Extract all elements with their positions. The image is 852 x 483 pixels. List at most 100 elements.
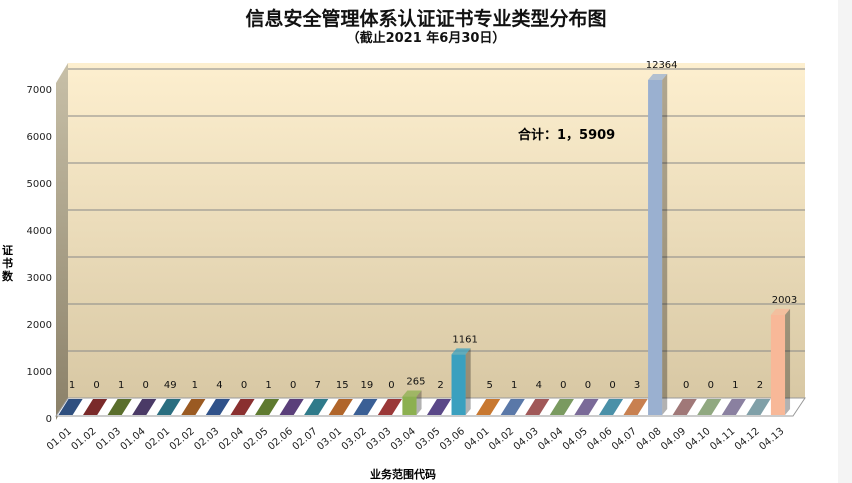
x-tick-label: 04.03 — [512, 426, 541, 453]
y-tick-label: 4000 — [27, 226, 52, 237]
y-tick-label: 2000 — [27, 320, 52, 331]
data-label: 1 — [69, 380, 75, 391]
x-tick-label: 01.01 — [45, 426, 74, 453]
x-tick-label: 02.05 — [241, 426, 270, 453]
data-label: 0 — [609, 380, 615, 391]
bar — [304, 399, 329, 415]
data-label: 19 — [360, 380, 373, 391]
bar — [746, 399, 771, 415]
y-tick-label: 1000 — [27, 367, 52, 378]
data-label: 12364 — [646, 60, 678, 71]
bar-side — [465, 348, 471, 415]
x-tick-label: 01.03 — [94, 426, 123, 453]
x-tick-label: 04.10 — [684, 426, 713, 453]
y-tick-label: 7000 — [27, 85, 52, 96]
bar — [254, 399, 280, 415]
x-tick-label: 02.01 — [143, 426, 172, 453]
y-axis-label: 证书数 — [2, 244, 13, 283]
x-tick-label: 04.07 — [610, 426, 639, 453]
bar — [770, 314, 786, 415]
data-label: 4 — [216, 380, 222, 391]
data-label: 15 — [336, 380, 349, 391]
x-tick-label: 02.04 — [217, 426, 246, 453]
x-tick-label: 04.13 — [757, 426, 786, 453]
bar — [697, 399, 722, 415]
bar — [672, 399, 697, 415]
data-label: 7 — [315, 380, 321, 391]
bar-top — [402, 390, 422, 397]
bar — [598, 399, 624, 415]
bar — [181, 399, 206, 415]
bar — [500, 399, 525, 415]
scrollbar-track[interactable] — [838, 0, 852, 483]
data-label: 0 — [241, 380, 247, 391]
bar-top — [451, 348, 471, 355]
x-tick-label: 04.12 — [733, 426, 762, 453]
data-label: 2003 — [772, 295, 797, 306]
x-tick-label: 03.02 — [340, 426, 369, 453]
x-tick-label: 02.07 — [291, 426, 320, 453]
x-tick-label: 04.04 — [536, 426, 565, 453]
bar — [58, 399, 83, 415]
bar — [156, 399, 181, 415]
data-label: 0 — [585, 380, 591, 391]
bar — [377, 399, 402, 415]
y-tick-label: 0 — [46, 414, 52, 425]
x-tick-label: 04.06 — [585, 426, 614, 453]
chart-subtitle: （截止2021 年6月30日） — [346, 31, 506, 46]
bar — [107, 399, 132, 415]
x-tick-label: 02.02 — [168, 426, 197, 453]
x-tick-label: 03.04 — [389, 426, 418, 453]
chart-title: 信息安全管理体系认证证书专业类型分布图 — [245, 8, 607, 30]
x-tick-label: 04.08 — [635, 426, 664, 453]
back-wall — [68, 63, 805, 398]
bar — [549, 399, 574, 415]
bar — [328, 399, 353, 415]
data-label: 0 — [143, 380, 149, 391]
data-label: 1 — [732, 380, 738, 391]
bar — [574, 399, 599, 415]
bar — [426, 399, 452, 415]
bar-side — [662, 74, 668, 415]
y-tick-label: 5000 — [27, 179, 52, 190]
bar — [476, 399, 501, 415]
x-tick-label: 04.11 — [708, 426, 737, 453]
x-tick-label: 02.06 — [266, 426, 295, 453]
bar — [83, 399, 108, 415]
bar — [279, 399, 304, 415]
x-tick-label: 02.03 — [192, 426, 221, 453]
data-label: 49 — [164, 380, 177, 391]
data-label: 265 — [406, 377, 425, 388]
data-label: 5 — [486, 380, 492, 391]
data-label: 0 — [683, 380, 689, 391]
bar — [648, 80, 663, 415]
side-wall — [56, 63, 68, 420]
x-tick-label: 03.06 — [438, 426, 467, 453]
data-label: 4 — [536, 380, 542, 391]
data-label: 0 — [93, 380, 99, 391]
bar — [525, 399, 550, 415]
x-tick-label: 03.03 — [364, 426, 393, 453]
x-tick-label: 04.01 — [463, 426, 492, 453]
y-tick-label: 6000 — [27, 132, 52, 143]
data-label: 2 — [437, 380, 443, 391]
bar — [230, 399, 255, 415]
bar-top — [770, 308, 791, 315]
x-tick-label: 04.09 — [659, 426, 688, 453]
x-tick-label: 01.04 — [119, 426, 148, 453]
bar — [353, 399, 378, 415]
bar-side — [416, 390, 422, 415]
data-label: 1 — [265, 380, 271, 391]
data-label: 0 — [290, 380, 296, 391]
data-label: 1 — [511, 380, 517, 391]
data-label: 1161 — [452, 334, 477, 345]
bar — [205, 399, 231, 415]
total-annotation: 合计：1，5909 — [518, 128, 616, 143]
bar — [132, 399, 157, 415]
x-axis-label: 业务范围代码 — [370, 468, 436, 481]
data-label: 0 — [388, 380, 394, 391]
data-label: 2 — [757, 380, 763, 391]
bar-top — [648, 74, 668, 80]
